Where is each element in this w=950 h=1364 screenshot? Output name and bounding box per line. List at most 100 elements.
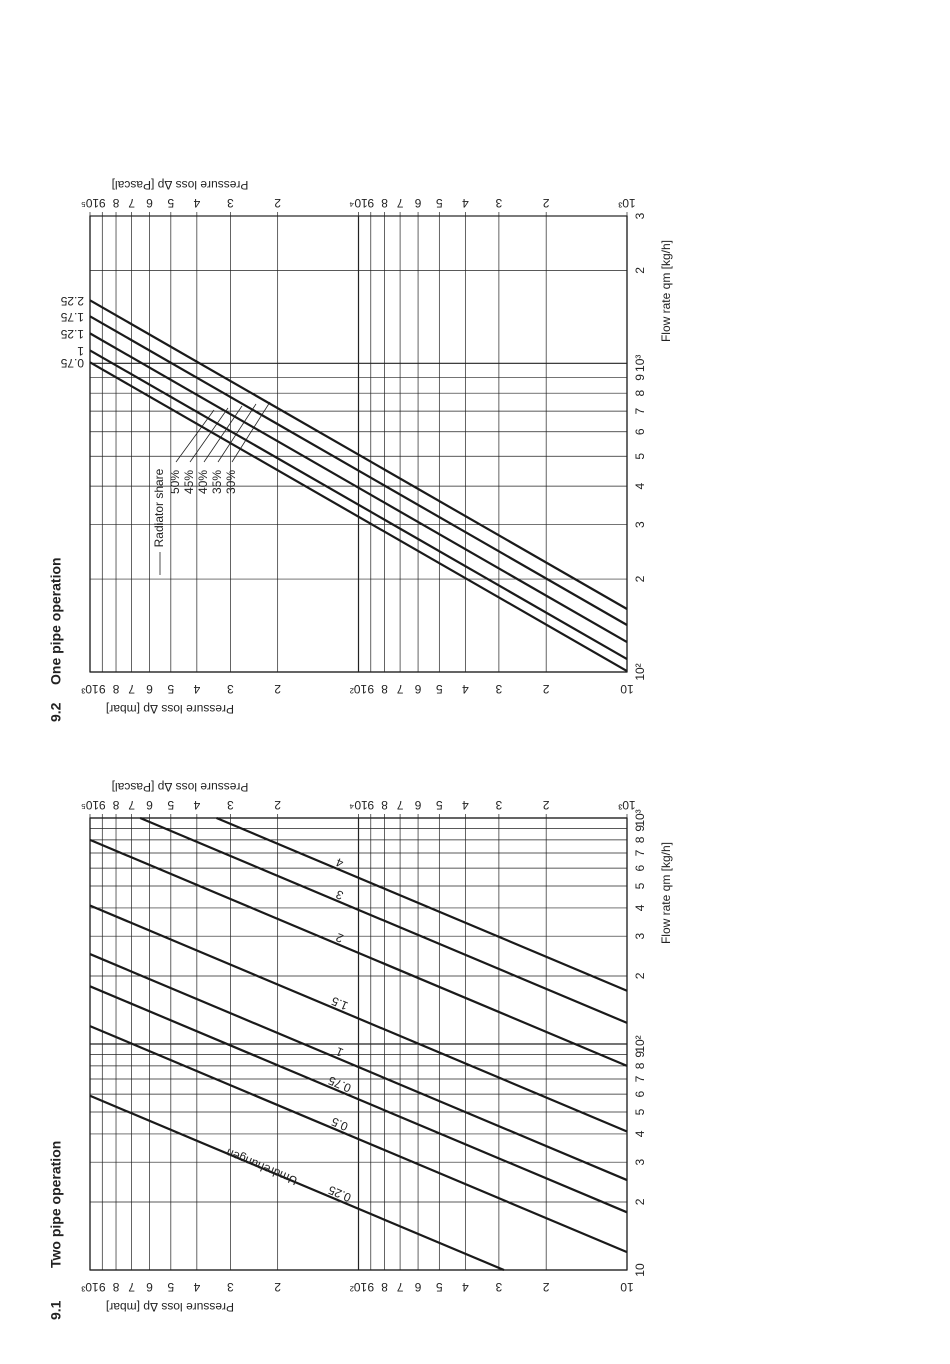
y2-tick-label: 8 [112, 196, 119, 210]
y2-tick-label: 8 [381, 196, 388, 210]
y2-tick-label: 3 [227, 798, 234, 812]
leader [203, 405, 243, 463]
curve-label: 4 [334, 855, 346, 871]
share-label: 30% [224, 470, 238, 494]
x-tick-label: 2 [633, 1198, 647, 1205]
x-tick-label: 6 [633, 1090, 647, 1097]
y2-tick-label: 8 [381, 798, 388, 812]
y2-tick-label: 2 [543, 196, 550, 210]
y-tick-label: 9 [99, 682, 106, 696]
annotation: Radiator share [152, 468, 166, 547]
y2-tick-label: 6 [146, 798, 153, 812]
y2-tick-label: 6 [414, 196, 421, 210]
x-tick-label: 10³ [633, 355, 647, 372]
y-tick-label: 2 [543, 1280, 550, 1294]
x-tick-label: 5 [633, 882, 647, 889]
y2-tick-label: 6 [414, 798, 421, 812]
y-tick-label: 7 [128, 682, 135, 696]
curve-label: 1 [334, 1044, 346, 1060]
y2-tick-label: 3 [495, 798, 502, 812]
share-label: 40% [196, 470, 210, 494]
x-tick-label: 6 [633, 864, 647, 871]
y-tick-label: 8 [112, 1280, 119, 1294]
x-tick-label: 7 [633, 407, 647, 414]
curve [89, 332, 628, 644]
section-number: 9.2 [48, 702, 64, 722]
y-tick-label: 3 [495, 682, 502, 696]
share-label: 45% [182, 470, 196, 494]
share-label: 35% [210, 470, 224, 494]
x-tick-label: 3 [633, 1159, 647, 1166]
curve [89, 1025, 628, 1254]
curve [89, 985, 628, 1214]
y2-tick-label: 9 [367, 798, 374, 812]
y-tick-label: 9 [367, 682, 374, 696]
curve [89, 361, 628, 673]
curve-label: 3 [334, 887, 346, 903]
y2-tick-label: 10³ [618, 196, 635, 210]
y-tick-label: 6 [146, 1280, 153, 1294]
y2-tick-label: 7 [396, 196, 403, 210]
y2-tick-label: 2 [274, 798, 281, 812]
y2-tick-label: 6 [146, 196, 153, 210]
y2-tick-label: 5 [436, 798, 443, 812]
y-tick-label: 5 [167, 682, 174, 696]
x-tick-label: 4 [633, 1130, 647, 1137]
y-tick-label: 2 [543, 682, 550, 696]
y-tick-label: 6 [414, 682, 421, 696]
y2-tick-label: 10⁴ [349, 798, 368, 812]
section-number: 9.1 [48, 1300, 64, 1320]
y-tick-label: 6 [146, 682, 153, 696]
x-tick-label: 9 [633, 825, 647, 832]
y-tick-label: 8 [381, 1280, 388, 1294]
y-axis-label: Pressure loss Δp [mbar] [106, 1300, 234, 1314]
curve [216, 816, 628, 992]
curve-label: 1.5 [329, 994, 350, 1014]
curve [89, 299, 628, 610]
leader [231, 401, 271, 463]
curve [89, 953, 628, 1182]
curve-label: 0.75 [326, 1073, 353, 1095]
x-tick-label: 4 [633, 904, 647, 911]
y-tick-label: 8 [112, 682, 119, 696]
x-axis-label: Flow rate qm [kg/h] [659, 240, 673, 342]
x-tick-label: 6 [633, 428, 647, 435]
x-tick-label: 3 [633, 933, 647, 940]
x-tick-label: 10² [633, 663, 647, 680]
share-label: 50% [168, 470, 182, 494]
curve-label: 1.75 [60, 310, 84, 324]
y2-tick-label: 7 [128, 798, 135, 812]
y-tick-label: 5 [436, 682, 443, 696]
curve [139, 816, 628, 1024]
y-tick-label: 4 [193, 1280, 200, 1294]
y2-tick-label: 2 [543, 798, 550, 812]
curve-label: 0.75 [60, 356, 84, 370]
y-tick-label: 4 [193, 682, 200, 696]
y-tick-label: 3 [495, 1280, 502, 1294]
y2-tick-label: 10⁵ [81, 798, 99, 812]
y2-tick-label: 5 [436, 196, 443, 210]
x-tick-label: 10³ [633, 809, 647, 826]
y-axis-label: Pressure loss Δp [mbar] [106, 702, 234, 716]
y-tick-label: 4 [462, 682, 469, 696]
y2-tick-label: 10⁵ [81, 196, 99, 210]
y-tick-label: 9 [99, 1280, 106, 1294]
curve [89, 315, 628, 626]
y-tick-label: 5 [436, 1280, 443, 1294]
y2-tick-label: 5 [167, 196, 174, 210]
curve [89, 838, 628, 1067]
y-tick-label: 2 [274, 1280, 281, 1294]
x-tick-label: 9 [633, 374, 647, 381]
y-tick-label: 2 [274, 682, 281, 696]
y2-tick-label: 10³ [618, 798, 635, 812]
curve-label: 2 [334, 930, 346, 946]
x-tick-label: 8 [633, 1062, 647, 1069]
y-tick-label: 6 [414, 1280, 421, 1294]
x-tick-label: 5 [633, 1108, 647, 1115]
y-tick-label: 10³ [81, 682, 98, 696]
y-tick-label: 4 [462, 1280, 469, 1294]
y-tick-label: 7 [128, 1280, 135, 1294]
y2-tick-label: 4 [462, 196, 469, 210]
leader [175, 409, 215, 463]
